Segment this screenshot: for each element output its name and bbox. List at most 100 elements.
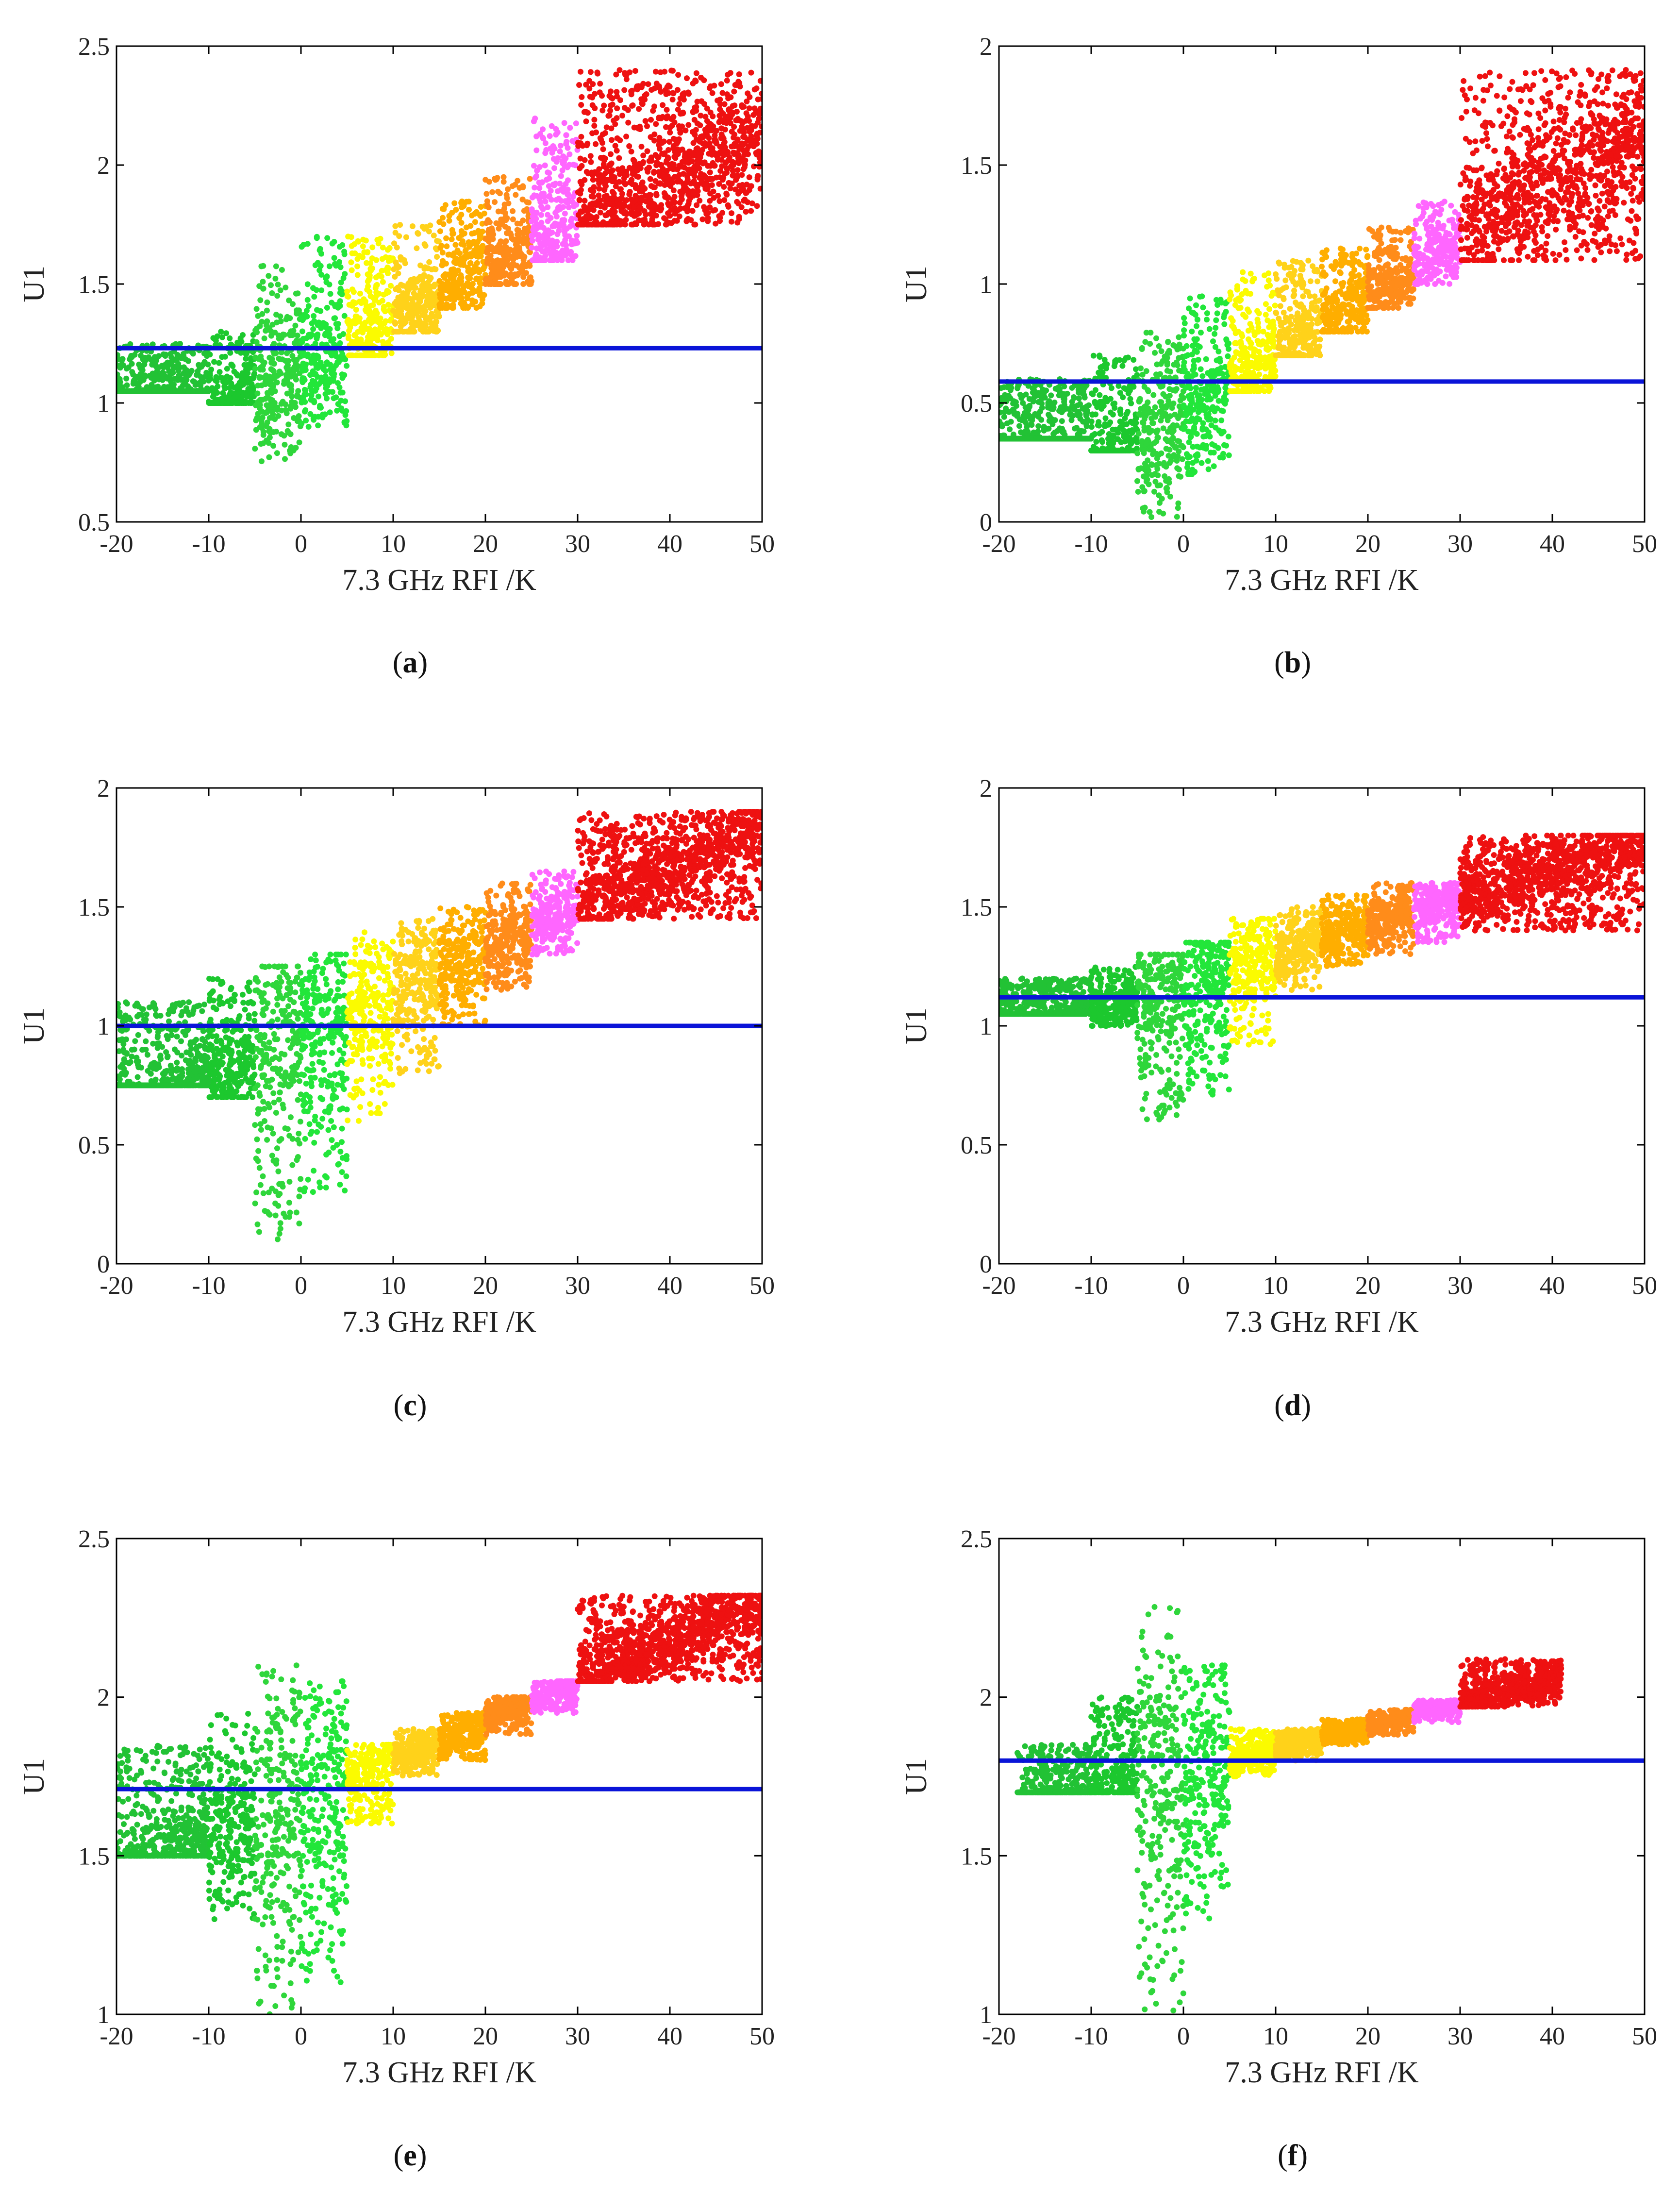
scatter-point <box>527 176 533 182</box>
scatter-point <box>1020 413 1027 419</box>
scatter-point <box>1158 348 1164 354</box>
scatter-point <box>139 364 145 370</box>
scatter-point <box>538 212 544 218</box>
scatter-point <box>465 275 471 281</box>
scatter-point <box>488 234 494 240</box>
scatter-point <box>707 198 713 204</box>
scatter-point <box>432 266 439 272</box>
scatter-point <box>323 377 330 383</box>
scatter-point <box>1127 387 1133 394</box>
scatter-point <box>305 424 312 430</box>
scatter-point <box>1092 400 1098 406</box>
scatter-point <box>744 189 750 196</box>
scatter-point <box>1145 399 1151 405</box>
scatter-point <box>578 102 584 108</box>
scatter-point <box>545 212 551 218</box>
scatter-point <box>546 183 552 189</box>
scatter-point <box>472 219 478 225</box>
scatter-point <box>748 208 754 214</box>
scatter-point <box>357 290 363 297</box>
scatter-point <box>161 384 167 390</box>
scatter-point <box>701 77 707 84</box>
scatter-point <box>742 157 749 164</box>
scatter-point <box>1105 448 1111 453</box>
scatter-point <box>610 207 616 213</box>
scatter-point <box>526 200 532 206</box>
scatter-point <box>434 254 440 260</box>
scatter-point <box>503 271 509 278</box>
scatter-point <box>740 186 746 192</box>
scatter-point <box>621 180 627 186</box>
scatter-point <box>512 281 518 287</box>
scatter-point <box>734 172 740 179</box>
scatter-point <box>375 317 381 323</box>
scatter-point <box>303 418 309 424</box>
scatter-point <box>234 400 241 406</box>
scatter-point <box>180 354 186 361</box>
scatter-point <box>632 193 639 199</box>
scatter-point <box>648 154 654 161</box>
scatter-point <box>369 333 375 339</box>
scatter-point <box>630 171 636 177</box>
scatter-point <box>1072 382 1078 388</box>
x-tick-label: 20 <box>473 530 498 558</box>
scatter-point <box>160 351 166 357</box>
scatter-point <box>709 182 715 188</box>
scatter-point <box>1121 385 1127 391</box>
scatter-point <box>207 370 213 376</box>
scatter-point <box>340 275 347 281</box>
scatter-point <box>336 385 343 390</box>
scatter-point <box>714 151 720 157</box>
scatter-point <box>999 421 1004 427</box>
scatter-point <box>322 368 329 374</box>
scatter-point <box>207 376 214 382</box>
scatter-point <box>318 325 324 331</box>
scatter-point <box>307 372 314 378</box>
scatter-point <box>711 83 717 89</box>
scatter-point <box>583 82 589 88</box>
scatter-point <box>322 411 328 418</box>
scatter-point <box>553 214 560 220</box>
scatter-point <box>719 90 726 96</box>
scatter-point <box>299 328 305 335</box>
scatter-point <box>658 202 665 208</box>
scatter-point <box>349 267 355 273</box>
scatter-points-b <box>999 67 1645 520</box>
scatter-point <box>621 87 628 93</box>
scatter-point <box>452 255 458 262</box>
scatter-point <box>742 134 748 140</box>
scatter-point <box>541 232 548 238</box>
scatter-point <box>615 196 622 202</box>
scatter-point <box>135 384 142 390</box>
scatter-point <box>177 341 183 347</box>
scatter-point <box>324 383 331 389</box>
scatter-point <box>736 146 743 152</box>
scatter-point <box>280 331 286 337</box>
scatter-point <box>332 261 338 267</box>
scatter-point <box>559 167 566 173</box>
scatter-point <box>531 212 537 218</box>
scatter-point <box>381 352 387 358</box>
scatter-point <box>1148 514 1155 520</box>
scatter-point <box>551 182 557 188</box>
scatter-point <box>599 107 606 114</box>
scatter-point <box>639 188 646 194</box>
scatter-point <box>116 362 123 368</box>
scatter-point <box>283 401 289 407</box>
scatter-point <box>1165 398 1172 404</box>
scatter-point <box>1061 399 1067 405</box>
scatter-point <box>411 285 417 291</box>
scatter-point <box>1164 355 1170 361</box>
scatter-point <box>630 221 636 228</box>
caption-letter: a <box>403 646 418 679</box>
scatter-point <box>595 171 601 177</box>
scatter-point <box>1128 400 1134 406</box>
scatter-point <box>679 191 685 198</box>
scatter-point <box>536 232 542 238</box>
scatter-point <box>727 185 733 192</box>
scatter-point <box>614 93 620 100</box>
scatter-point <box>631 124 637 131</box>
scatter-point <box>1172 374 1179 381</box>
scatter-point <box>477 288 482 294</box>
scatter-point <box>1144 464 1150 470</box>
